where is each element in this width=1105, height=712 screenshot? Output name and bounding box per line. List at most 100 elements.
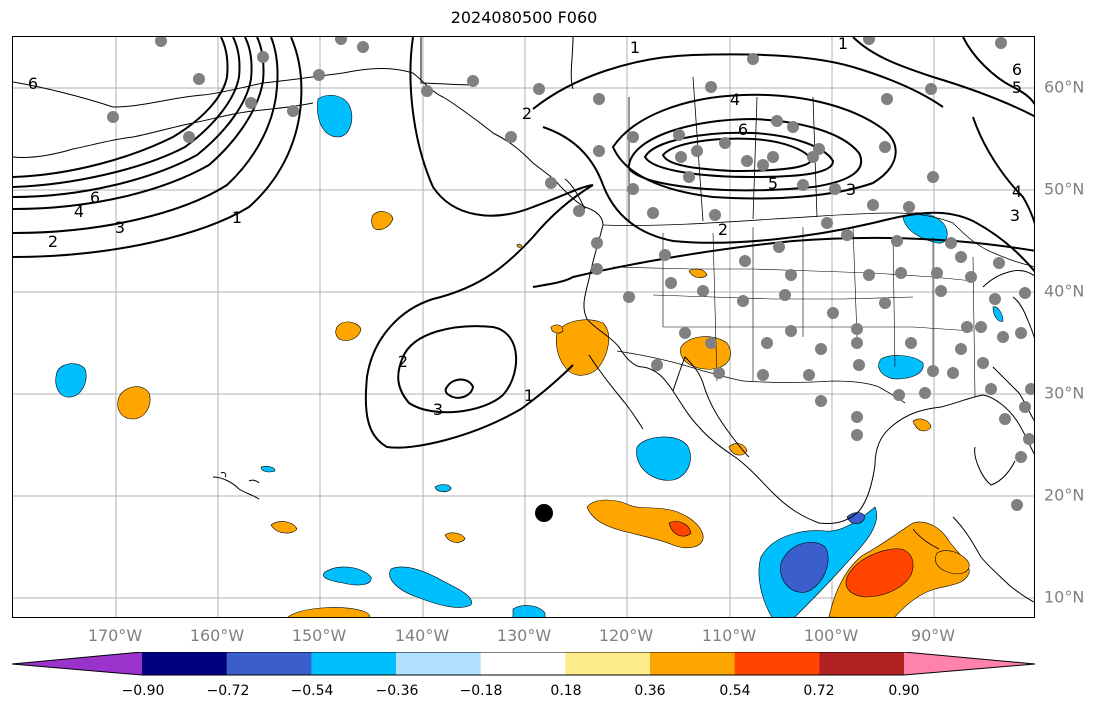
anomaly-fills [55,94,1004,617]
lat-label: 50°N [1044,179,1085,199]
coastlines [13,37,1034,603]
contour-label: 1 [838,37,848,53]
negative-blob-mexico-core [780,542,829,593]
positive-blob-south-pac [287,607,371,617]
positive-blob-central-am-e [935,550,970,575]
lon-label: 110°W [701,626,757,645]
negative-blob-small-2 [260,465,276,473]
positive-blob-tiny [516,243,522,248]
colorbar-tick-label: −0.72 [206,683,250,699]
positive-blob-pac-1 [335,321,362,341]
lon-label: 170°W [87,626,143,645]
colorbar-extend-high [904,652,1035,675]
gridlines [13,37,1034,617]
negative-blob-central-am [846,512,866,525]
negative-blob-gulf-alaska [317,94,353,138]
contour-label: 3 [115,218,125,237]
positive-blob-central-am-core [845,548,914,598]
contour-label: 3 [1010,206,1020,225]
map-title: 2024080500 F060 [450,8,598,27]
contour-label: 6 [738,120,748,139]
colorbar-segments [12,652,1035,675]
colorbar-segment [226,652,312,675]
colorbar-segment [396,652,482,675]
map-canvas: 2 4 6 3 1 6 2 3 1 2 1 4 6 5 3 2 1 6 5 4 … [13,37,1034,617]
colorbar [12,652,1036,676]
negative-blob-west [55,363,87,398]
country-borders [602,76,1034,550]
contour-label: 4 [1012,182,1022,201]
positive-blob-mexico-w [728,443,748,456]
colorbar-tick-label: 0.90 [888,683,920,699]
positive-blob-subtrop [586,499,704,548]
positive-blob-texas [912,418,932,432]
positive-blob-hawaii-1 [270,521,298,534]
contour-label: 6 [1012,60,1022,79]
contour-label: 4 [74,202,84,221]
colorbar-segment [734,652,820,675]
contour-label: 1 [232,208,242,227]
contour-label: 2 [398,352,408,371]
contour-label: 1 [630,38,640,57]
lat-label: 10°N [1044,587,1085,607]
colorbar-tick-label: 0.54 [719,683,751,699]
negative-blob-gulf [878,355,924,380]
positive-blob-pac-2 [371,211,394,231]
positive-blob-socal [555,319,610,376]
contour-label: 3 [846,180,856,199]
colorbar-tick-label: 0.18 [550,683,582,699]
contour-label: 2 [522,104,532,123]
lon-label: 100°W [803,626,859,645]
negative-blob-south-1 [512,605,546,617]
black-marker [535,504,553,522]
contour-label: 6 [28,74,38,93]
negative-blob-baja [636,436,691,481]
colorbar-tick-label: −0.36 [375,683,419,699]
lat-label: 40°N [1044,281,1085,301]
lat-label: 60°N [1044,77,1085,97]
colorbar-segment [650,652,736,675]
lon-label: 160°W [189,626,245,645]
contour-label: 3 [433,400,443,419]
lat-label: 30°N [1044,383,1085,403]
colorbar-segment [565,652,651,675]
lon-label: 130°W [496,626,552,645]
negative-blob-hawaii-e [323,566,372,586]
negative-blob-hawaii-ne [389,566,472,608]
positive-blob-az [680,336,731,370]
positive-blob-socal-small [550,324,564,334]
station-dots [107,37,1034,511]
colorbar-tick-label: −0.54 [290,683,334,699]
contour-lines [13,37,1034,449]
lon-label: 140°W [394,626,450,645]
lat-label: 20°N [1044,485,1085,505]
positive-blob-nm [688,268,708,278]
positive-blob-west [117,386,151,420]
colorbar-tick-label: −0.18 [459,683,503,699]
contour-label: 5 [768,174,778,193]
negative-blob-small-1 [434,484,452,493]
contour-label: 4 [730,90,740,109]
colorbar-extend-low [12,652,142,675]
colorbar-tick-label: 0.72 [803,683,835,699]
colorbar-segment [480,652,566,675]
colorbar-segment [819,652,905,675]
colorbar-outline [12,652,1036,676]
contour-labels: 2 4 6 3 1 6 2 3 1 2 1 4 6 5 3 2 1 6 5 4 … [28,37,1022,419]
contour-label: 5 [1012,78,1022,97]
contour-label: 6 [90,188,100,207]
lon-label: 120°W [598,626,654,645]
positive-blob-subtrop-core [668,521,692,537]
negative-blob-east-tiny [992,306,1004,322]
lon-label: 150°W [291,626,347,645]
contour-label: 1 [524,386,534,405]
state-borders [612,226,976,398]
colorbar-tick-label: 0.36 [634,683,666,699]
contour-label: 2 [48,232,58,251]
contour-label: 2 [718,220,728,239]
lon-label: 90°W [910,626,956,645]
colorbar-segment [142,652,228,675]
colorbar-tick-label: −0.90 [121,683,165,699]
colorbar-segment [311,652,397,675]
positive-blob-hawaii-2 [444,532,466,543]
